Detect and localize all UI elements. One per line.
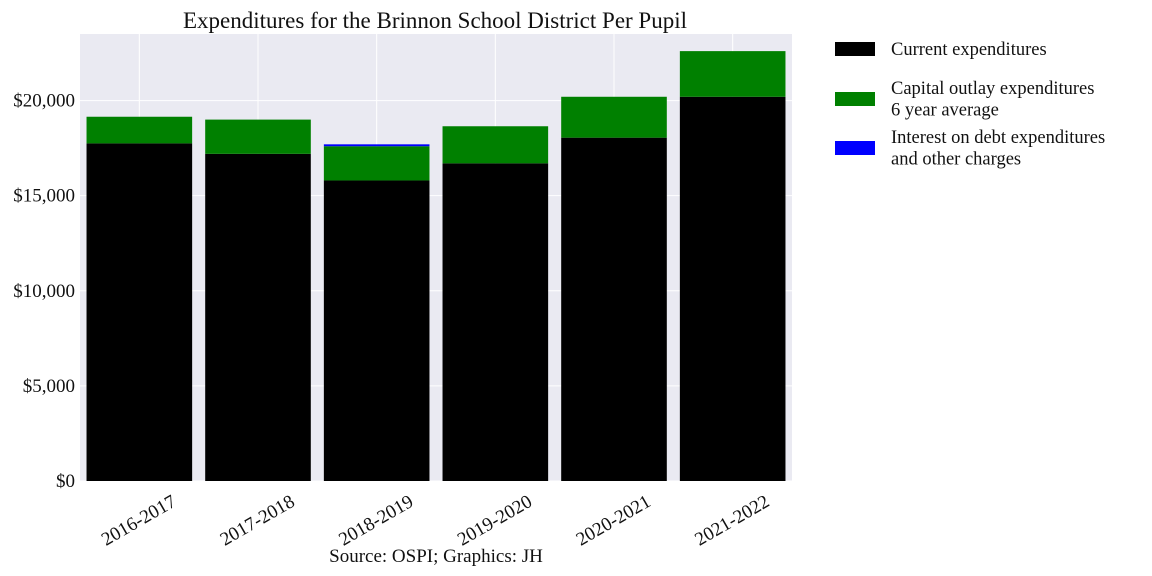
bar-2017-2018-series-1 bbox=[205, 119, 311, 154]
bar-2019-2020-series-0 bbox=[442, 163, 549, 482]
bar-2020-2021-series-1 bbox=[561, 96, 667, 138]
y-tick-label: $5,000 bbox=[23, 376, 75, 397]
x-tick-label: 2016-2017 bbox=[98, 491, 180, 550]
bar-2017-2018-series-0 bbox=[205, 153, 311, 481]
legend-swatch-0 bbox=[835, 42, 875, 56]
bar-2016-2017-series-0 bbox=[86, 143, 193, 481]
bar-2021-2022-series-0 bbox=[679, 96, 786, 482]
legend: Current expenditures Capital outlay expen… bbox=[835, 40, 1105, 170]
y-tick-label: $20,000 bbox=[13, 91, 75, 112]
legend-label-0: Current expenditures bbox=[891, 40, 1047, 60]
bar-2021-2022-series-1 bbox=[679, 51, 786, 97]
y-tick-label: $10,000 bbox=[13, 281, 75, 302]
source-note: Source: OSPI; Graphics: JH bbox=[329, 546, 543, 567]
x-tick-label: 2020-2021 bbox=[573, 491, 655, 550]
bars bbox=[86, 51, 786, 482]
y-axis: $0 $5,000 $10,000 $15,000 $20,000 bbox=[13, 91, 75, 492]
x-tick-label: 2018-2019 bbox=[335, 491, 417, 550]
legend-label-1: Capital outlay expenditures 6 year averag… bbox=[891, 79, 1094, 121]
legend-label-2: Interest on debt expenditures and other c… bbox=[891, 128, 1105, 170]
bar-2020-2021-series-0 bbox=[561, 137, 667, 481]
y-tick-label: $0 bbox=[56, 471, 75, 492]
bar-2018-2019-series-2 bbox=[323, 144, 430, 147]
bar-2018-2019-series-0 bbox=[323, 180, 430, 481]
x-tick-label: 2019-2020 bbox=[454, 491, 536, 550]
bar-2016-2017-series-1 bbox=[86, 116, 193, 144]
legend-swatch-2 bbox=[835, 141, 875, 155]
y-tick-label: $15,000 bbox=[13, 186, 75, 207]
bar-2019-2020-series-1 bbox=[442, 126, 549, 164]
legend-swatch-1 bbox=[835, 92, 875, 106]
bar-2018-2019-series-1 bbox=[323, 146, 430, 181]
chart-title: Expenditures for the Brinnon School Dist… bbox=[183, 8, 687, 33]
x-tick-label: 2021-2022 bbox=[691, 491, 773, 550]
x-axis: 2016-2017 2017-2018 2018-2019 2019-2020 2020… bbox=[98, 491, 773, 550]
plot-area bbox=[80, 34, 792, 481]
x-tick-label: 2017-2018 bbox=[217, 491, 299, 550]
